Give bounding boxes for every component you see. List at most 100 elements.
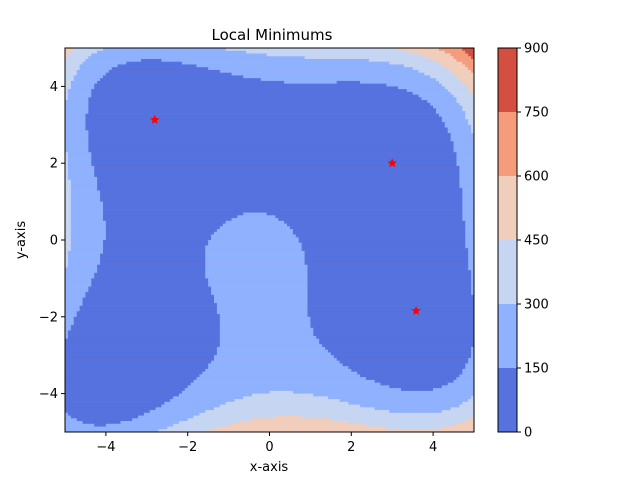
contour-cell xyxy=(67,336,221,340)
contour-cell xyxy=(199,412,474,417)
contour-cell xyxy=(219,330,314,334)
contour-cell xyxy=(336,357,469,362)
contour-cell xyxy=(462,193,474,197)
contour-cell xyxy=(178,393,253,397)
colorbar-tick-label: 900 xyxy=(524,42,549,57)
contour-cell xyxy=(433,58,458,63)
contour-cell xyxy=(278,218,463,222)
contour-cell xyxy=(307,311,474,315)
contour-cell xyxy=(450,133,474,137)
contour-cell xyxy=(65,371,203,375)
contour-cell xyxy=(65,292,87,296)
colorbar-tick-label: 750 xyxy=(524,106,549,121)
contour-cell xyxy=(468,250,474,255)
contour-cell xyxy=(70,325,221,329)
contour-cell xyxy=(213,297,309,301)
contour-cell xyxy=(97,50,247,55)
contour-cell xyxy=(88,149,455,153)
contour-cell xyxy=(199,374,361,378)
contour-cell xyxy=(65,349,218,354)
contour-cell xyxy=(462,108,474,112)
contour-cell xyxy=(97,176,460,181)
contour-cell xyxy=(471,346,474,351)
contour-cell xyxy=(65,272,95,277)
contour-cell xyxy=(65,168,69,173)
contour-cell xyxy=(94,423,107,428)
y-tick-label: −2 xyxy=(39,310,58,325)
contour-cell xyxy=(158,429,209,432)
contour-cell xyxy=(67,165,95,170)
contour-cell xyxy=(65,198,72,203)
contour-cell xyxy=(304,261,469,266)
contour-cell xyxy=(287,223,466,227)
contour-cell xyxy=(65,174,69,178)
contour-cell xyxy=(386,83,443,87)
contour-cell xyxy=(243,75,431,79)
contour-cell xyxy=(82,297,215,301)
contour-cell xyxy=(471,270,474,274)
contour-cell xyxy=(102,209,463,214)
contour-cell xyxy=(298,240,466,244)
contour-cell xyxy=(471,352,474,356)
y-tick-label: −4 xyxy=(39,387,58,402)
contour-cell xyxy=(459,102,474,107)
contour-cell xyxy=(465,111,474,115)
contour-cell xyxy=(94,174,460,178)
colorbar-tick-label: 600 xyxy=(524,170,549,185)
contour-cell xyxy=(67,261,101,266)
contour-cell xyxy=(266,212,463,216)
contour-cell xyxy=(65,248,72,252)
contour-cell xyxy=(88,111,437,115)
contour-cell xyxy=(433,388,474,392)
contour-cell xyxy=(453,141,474,145)
contour-cell xyxy=(65,242,72,247)
contour-cell xyxy=(348,421,463,425)
contour-cell xyxy=(91,154,458,159)
contour-cell xyxy=(313,333,474,337)
contour-cell xyxy=(441,426,474,430)
contour-cell xyxy=(216,303,309,307)
contour-cell xyxy=(70,229,107,233)
contour-cell xyxy=(65,91,69,96)
contour-cell xyxy=(465,220,474,225)
contour-cell xyxy=(126,61,183,66)
contour-cell xyxy=(330,352,472,356)
contour-cell xyxy=(400,388,434,392)
contour-cell xyxy=(456,157,474,162)
contour-cell xyxy=(102,240,209,244)
contour-cell xyxy=(307,297,474,301)
contour-cell xyxy=(65,102,89,107)
contour-cell xyxy=(450,91,472,96)
contour-cell xyxy=(67,250,104,255)
contour-cell xyxy=(456,97,474,101)
contour-cell xyxy=(120,421,180,425)
contour-cell xyxy=(65,245,72,249)
contour-cell xyxy=(91,53,268,57)
contour-cell xyxy=(406,89,449,93)
contour-cell xyxy=(219,327,314,332)
contour-cell xyxy=(65,327,72,332)
contour-cell xyxy=(275,415,303,419)
colorbar: 0 150 300 450 600 750 900 xyxy=(497,42,549,441)
contour-cell xyxy=(208,281,309,285)
contour-cell xyxy=(453,56,472,60)
contour-cell xyxy=(237,215,276,219)
x-axis-label: x-axis xyxy=(250,460,289,475)
contour-cell xyxy=(357,371,463,375)
contour-cell xyxy=(65,267,98,271)
contour-cell xyxy=(205,264,309,269)
contour-cell xyxy=(94,171,460,175)
contour-cell xyxy=(234,399,341,403)
contour-cell xyxy=(65,223,72,227)
contour-cell xyxy=(459,182,474,186)
contour-cell xyxy=(462,80,474,85)
contour-cell xyxy=(102,204,463,208)
contour-cell xyxy=(65,311,78,315)
contour-cell xyxy=(465,223,474,227)
contour-cell xyxy=(70,187,98,192)
contour-cell xyxy=(205,259,306,263)
contour-cell xyxy=(65,385,189,389)
contour-cell xyxy=(307,272,472,277)
contour-cell xyxy=(102,75,244,79)
contour-cell xyxy=(65,344,221,348)
